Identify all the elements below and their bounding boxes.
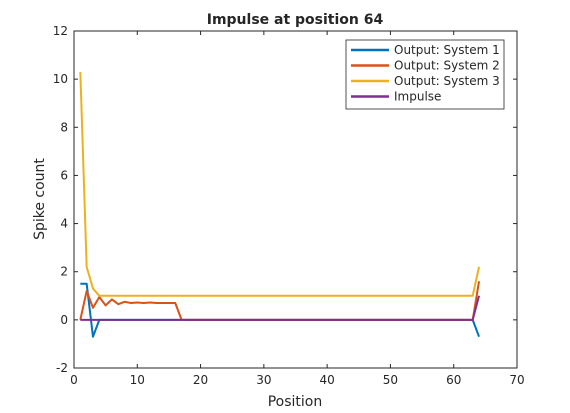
x-tick-label: 60 [446,373,461,387]
series-line-output-system-3 [79,71,481,297]
x-tick-label: 40 [320,373,335,387]
y-tick-label: 10 [53,72,68,86]
y-tick-label: 12 [53,24,68,38]
x-tick-label: 70 [509,373,524,387]
x-tick-label: 0 [70,373,78,387]
y-tick-label: 6 [60,168,68,182]
x-tick-label: 20 [193,373,208,387]
y-tick-label: 2 [60,265,68,279]
x-tick-label: 10 [130,373,145,387]
x-axis-title: Position [268,394,323,410]
y-tick-label: -2 [56,361,68,375]
y-tick-label: 8 [60,120,68,134]
legend: Output: System 1 Output: System 2Output: … [345,39,505,110]
y-axis-title: Spike count [32,158,48,240]
legend-label-output-system-1: Output: System 1 [394,43,500,57]
legend-label-output-system-3: Output: System 3 [394,74,500,88]
axes-box [73,30,518,369]
chart-title: Impulse at position 64 [207,12,384,28]
series-line-impulse [80,295,480,321]
y-tick-label: 4 [60,217,68,231]
series-layer [79,71,481,338]
legend-label-impulse: Impulse [394,90,441,104]
legend-items: Output: System 1 Output: System 2Output: … [351,43,500,104]
x-tick-label: 30 [256,373,271,387]
x-tick-label: 50 [383,373,398,387]
y-tick-label: 0 [60,313,68,327]
legend-label-output-system-2: Output: System 2 [394,59,500,73]
